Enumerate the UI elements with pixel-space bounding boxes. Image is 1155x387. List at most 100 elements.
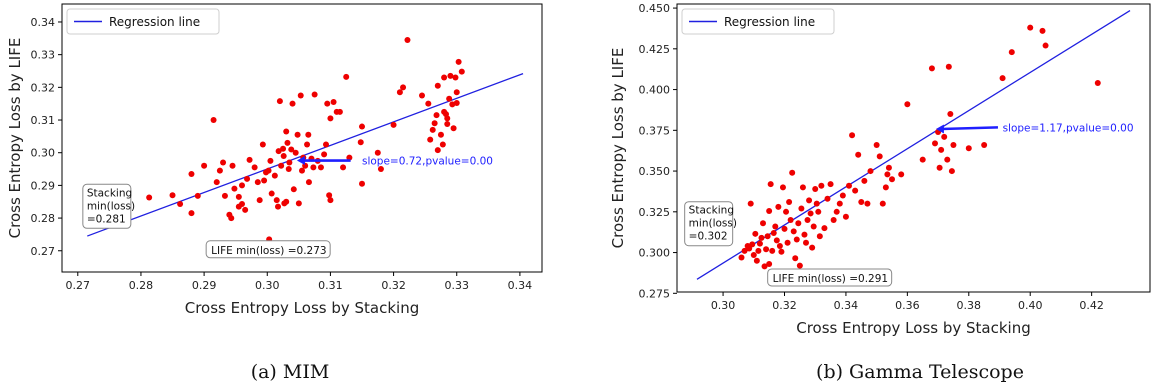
stacking-annotation-box xyxy=(82,183,132,229)
x-tick-label: 0.42 xyxy=(1079,299,1104,312)
data-point xyxy=(792,255,799,262)
data-point xyxy=(317,164,324,171)
data-point xyxy=(273,197,280,204)
data-point xyxy=(289,100,296,107)
data-point xyxy=(326,192,333,199)
data-point xyxy=(429,126,436,133)
data-point xyxy=(833,208,840,215)
data-point xyxy=(188,170,195,177)
data-point xyxy=(280,152,287,159)
data-point xyxy=(433,112,440,119)
data-point xyxy=(778,248,785,255)
data-point xyxy=(276,98,283,105)
y-tick-label: 0.32 xyxy=(31,81,56,94)
data-point xyxy=(242,206,249,213)
data-point xyxy=(256,197,263,204)
data-point xyxy=(304,141,311,148)
life-annotation-box xyxy=(205,240,331,259)
x-tick-label: 0.40 xyxy=(1018,299,1043,312)
y-tick-label: 0.28 xyxy=(31,212,56,225)
data-point xyxy=(864,200,871,207)
slope-arrow xyxy=(941,126,999,131)
data-point xyxy=(359,123,365,130)
data-point xyxy=(275,148,282,155)
data-point xyxy=(431,120,438,127)
data-point xyxy=(437,131,444,138)
data-point xyxy=(450,125,457,132)
data-point xyxy=(885,164,892,171)
data-point xyxy=(396,89,403,96)
data-point xyxy=(283,198,290,205)
data-point xyxy=(812,185,819,192)
data-point xyxy=(251,164,258,171)
data-point xyxy=(799,184,806,191)
data-point xyxy=(444,115,451,122)
data-point xyxy=(216,167,223,174)
data-point xyxy=(936,164,943,171)
data-point xyxy=(343,73,350,80)
data-point xyxy=(928,65,935,72)
y-axis-label: Cross Entropy Loss by LIFE xyxy=(6,38,24,239)
slope-text: slope=1.17,pvalue=0.00 xyxy=(1003,122,1134,134)
data-point xyxy=(327,197,334,204)
data-point xyxy=(981,141,988,148)
stacking-annotation-box xyxy=(684,201,734,247)
data-point xyxy=(809,244,816,251)
plot-frame xyxy=(676,3,1151,293)
y-tick-label: 0.400 xyxy=(639,84,671,97)
data-point xyxy=(229,162,236,169)
life-annotation-text: LIFE min(loss) =0.273 xyxy=(211,245,326,257)
data-point xyxy=(950,141,957,148)
data-point xyxy=(750,252,757,259)
data-point xyxy=(945,63,952,70)
y-tick-label: 0.30 xyxy=(31,147,56,160)
data-point xyxy=(254,179,261,186)
data-point xyxy=(947,111,954,118)
data-point xyxy=(787,216,794,223)
data-point xyxy=(873,141,880,148)
y-tick-label: 0.27 xyxy=(31,245,56,258)
data-point xyxy=(884,171,891,178)
data-point xyxy=(244,175,251,182)
data-point xyxy=(803,239,809,246)
legend-box xyxy=(681,8,835,35)
slope-text: slope=0.72,pvalue=0.00 xyxy=(362,156,493,168)
data-point xyxy=(390,121,397,128)
data-point xyxy=(849,132,856,139)
data-point xyxy=(752,230,759,237)
data-point xyxy=(796,262,803,269)
data-point xyxy=(188,210,195,217)
data-point xyxy=(259,141,266,148)
data-point xyxy=(452,74,459,81)
data-point xyxy=(938,146,945,153)
data-point xyxy=(779,184,786,191)
data-point xyxy=(213,179,220,186)
data-point xyxy=(861,177,868,184)
stacking-annotation-line: Stacking xyxy=(689,205,734,217)
data-point xyxy=(267,157,274,164)
data-point xyxy=(427,136,434,143)
x-tick-label: 0.32 xyxy=(772,299,797,312)
data-point xyxy=(879,200,886,207)
data-point xyxy=(404,36,411,43)
data-point xyxy=(425,100,432,107)
data-point xyxy=(767,181,774,188)
life-annotation-box xyxy=(767,268,893,287)
data-point xyxy=(261,177,268,184)
data-point xyxy=(758,234,765,241)
x-tick-label: 0.31 xyxy=(318,279,343,292)
data-point xyxy=(846,182,852,189)
data-point xyxy=(839,192,846,199)
stacking-annotation-line: =0.281 xyxy=(87,213,126,225)
data-point xyxy=(210,117,217,124)
data-point xyxy=(297,92,304,99)
subfigure-caption: (a) MIM xyxy=(251,361,330,383)
data-point xyxy=(746,245,753,252)
data-point xyxy=(444,120,451,127)
y-tick-label: 0.31 xyxy=(31,114,56,127)
data-point xyxy=(738,254,745,261)
data-point xyxy=(321,151,328,158)
data-point xyxy=(898,171,905,178)
data-point xyxy=(439,141,446,148)
